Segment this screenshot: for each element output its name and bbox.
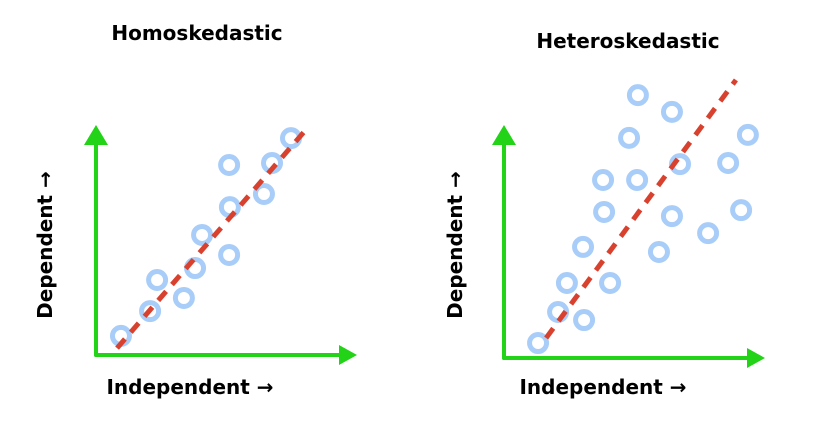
data-point bbox=[218, 243, 241, 266]
x-axis-arrowhead bbox=[747, 348, 765, 368]
data-point bbox=[736, 123, 759, 146]
y-axis-label: Dependent → bbox=[33, 171, 57, 319]
data-point bbox=[660, 100, 683, 123]
data-point bbox=[573, 309, 596, 332]
y-axis-label: Dependent → bbox=[443, 171, 467, 319]
data-point bbox=[697, 222, 720, 245]
fit-line bbox=[544, 78, 738, 340]
data-point bbox=[660, 205, 683, 228]
data-point bbox=[572, 235, 595, 258]
x-axis-label: Independent → bbox=[106, 375, 273, 399]
y-axis-arrowhead bbox=[492, 125, 516, 145]
data-point bbox=[146, 269, 169, 292]
data-point bbox=[139, 300, 162, 323]
chart-title: Homoskedastic bbox=[111, 21, 282, 45]
data-point bbox=[626, 84, 649, 107]
y-axis-arrowhead bbox=[84, 125, 108, 145]
data-point bbox=[647, 240, 670, 263]
data-point bbox=[717, 151, 740, 174]
fit-line bbox=[115, 130, 306, 350]
data-point bbox=[593, 200, 616, 223]
x-axis-label: Independent → bbox=[519, 375, 686, 399]
homoskedastic-panel: Homoskedastic Independent → Dependent → bbox=[33, 21, 357, 399]
x-axis-arrowhead bbox=[339, 345, 357, 365]
data-point bbox=[599, 272, 622, 295]
data-point bbox=[252, 183, 275, 205]
data-point bbox=[592, 168, 615, 191]
data-point bbox=[555, 272, 578, 295]
data-point bbox=[618, 126, 641, 149]
data-point bbox=[626, 168, 649, 191]
data-point bbox=[191, 223, 214, 246]
data-point bbox=[730, 199, 753, 222]
data-point bbox=[218, 154, 241, 177]
data-point bbox=[172, 286, 195, 309]
data-point bbox=[527, 332, 550, 355]
chart-title: Heteroskedastic bbox=[536, 29, 719, 53]
heteroskedastic-panel: Heteroskedastic Independent → Dependent … bbox=[443, 29, 765, 399]
